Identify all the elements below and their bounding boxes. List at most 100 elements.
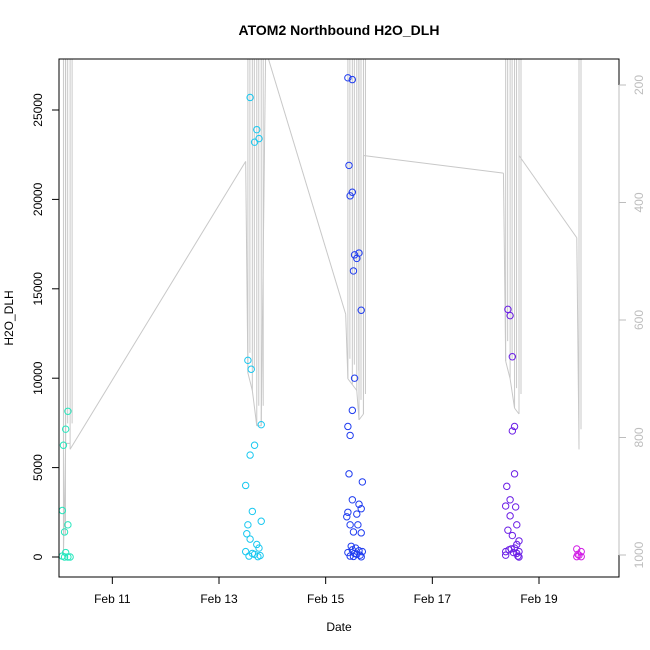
data-point — [253, 125, 261, 134]
x-tick-label: Feb 19 — [520, 592, 558, 606]
y2-tick-label: 200 — [632, 75, 646, 95]
x-tick-label: Feb 13 — [200, 592, 238, 606]
data-point — [64, 407, 72, 415]
x-axis: Feb 11 Feb 13 Feb 15 Feb 17 Feb 19 — [94, 576, 558, 606]
data-point — [575, 551, 583, 559]
data-point — [250, 138, 259, 146]
data-point — [255, 134, 263, 143]
data-point — [253, 540, 261, 549]
data-point — [254, 552, 262, 561]
data-point — [577, 552, 585, 561]
data-point — [508, 531, 517, 540]
data-point — [515, 553, 523, 561]
data-point — [246, 535, 254, 543]
data-point — [241, 547, 250, 556]
y2-tick-label: 1000 — [632, 541, 646, 568]
data-point — [358, 478, 367, 486]
data-point — [64, 553, 72, 561]
data-point — [348, 188, 357, 196]
data-point — [357, 553, 365, 561]
data-point — [257, 517, 265, 525]
data-point — [350, 374, 359, 382]
data-point — [66, 553, 74, 561]
data-point — [510, 470, 519, 478]
x-tick-label: Feb 11 — [94, 592, 131, 606]
data-point — [511, 503, 520, 511]
pressure-segment — [251, 390, 258, 426]
data-point — [573, 552, 581, 561]
data-point — [513, 540, 521, 549]
data-points-layer — [58, 74, 585, 561]
data-point — [509, 548, 518, 557]
data-point — [355, 500, 363, 508]
pressure-segment — [260, 59, 267, 426]
pressure-segment — [69, 161, 247, 450]
y-tick-label: 25000 — [31, 93, 45, 127]
data-point — [348, 75, 357, 84]
data-point — [257, 420, 265, 429]
data-point — [353, 254, 361, 263]
y-tick-label: 15000 — [31, 272, 45, 306]
data-point — [506, 496, 514, 504]
data-point — [347, 542, 355, 550]
data-point — [255, 544, 263, 552]
data-point — [508, 353, 517, 361]
y-tick-label: 10000 — [31, 361, 45, 395]
data-point — [501, 551, 510, 559]
data-point — [346, 431, 354, 440]
data-point — [510, 422, 519, 431]
y-axis-label: H2O_DLH — [2, 290, 16, 345]
data-point — [243, 530, 251, 538]
pressure-segment — [358, 413, 364, 421]
data-point — [247, 365, 255, 373]
data-point — [343, 513, 351, 521]
y-tick-label: 5000 — [31, 454, 45, 481]
data-point — [250, 441, 259, 449]
data-point — [508, 427, 517, 435]
data-point — [64, 521, 72, 529]
data-point — [350, 251, 359, 259]
data-point — [357, 529, 365, 537]
pressure-segment — [62, 443, 67, 556]
data-point — [506, 512, 514, 520]
y-tick-label: 20000 — [31, 182, 45, 216]
y2-tick-label: 400 — [632, 192, 646, 212]
data-point — [244, 521, 252, 529]
x-tick-label: Feb 15 — [307, 592, 345, 606]
data-point — [59, 441, 68, 449]
data-point — [348, 406, 357, 415]
plot-frame — [58, 58, 620, 578]
data-point — [61, 425, 70, 433]
right-pressure-axis: 200 400 600 800 1000 — [618, 75, 646, 568]
data-point — [503, 482, 511, 491]
y-axis: 0 5000 10000 15000 20000 25000 — [31, 93, 59, 560]
x-axis-label: Date — [326, 620, 352, 634]
data-point — [245, 552, 253, 560]
data-point — [349, 552, 358, 561]
data-point — [60, 528, 69, 536]
data-point — [344, 74, 352, 82]
data-point — [345, 470, 353, 478]
data-point — [349, 528, 358, 536]
data-point — [513, 521, 521, 529]
data-point — [501, 547, 510, 556]
data-point — [344, 508, 352, 516]
data-point — [515, 547, 523, 556]
data-point — [357, 306, 365, 314]
data-point — [346, 552, 354, 560]
pressure-segment — [347, 378, 353, 385]
y2-tick-label: 800 — [632, 427, 646, 447]
data-point — [348, 496, 357, 504]
data-point — [246, 93, 254, 102]
data-point — [246, 451, 254, 459]
y-tick-label: 0 — [31, 553, 45, 560]
data-point — [241, 481, 250, 490]
chart-title: ATOM2 Northbound H2O_DLH — [239, 22, 440, 38]
x-tick-label: Feb 17 — [414, 592, 452, 606]
data-point — [353, 510, 361, 518]
data-point — [60, 553, 69, 561]
data-point — [349, 267, 358, 275]
data-point — [504, 305, 512, 314]
y2-tick-label: 600 — [632, 310, 646, 330]
